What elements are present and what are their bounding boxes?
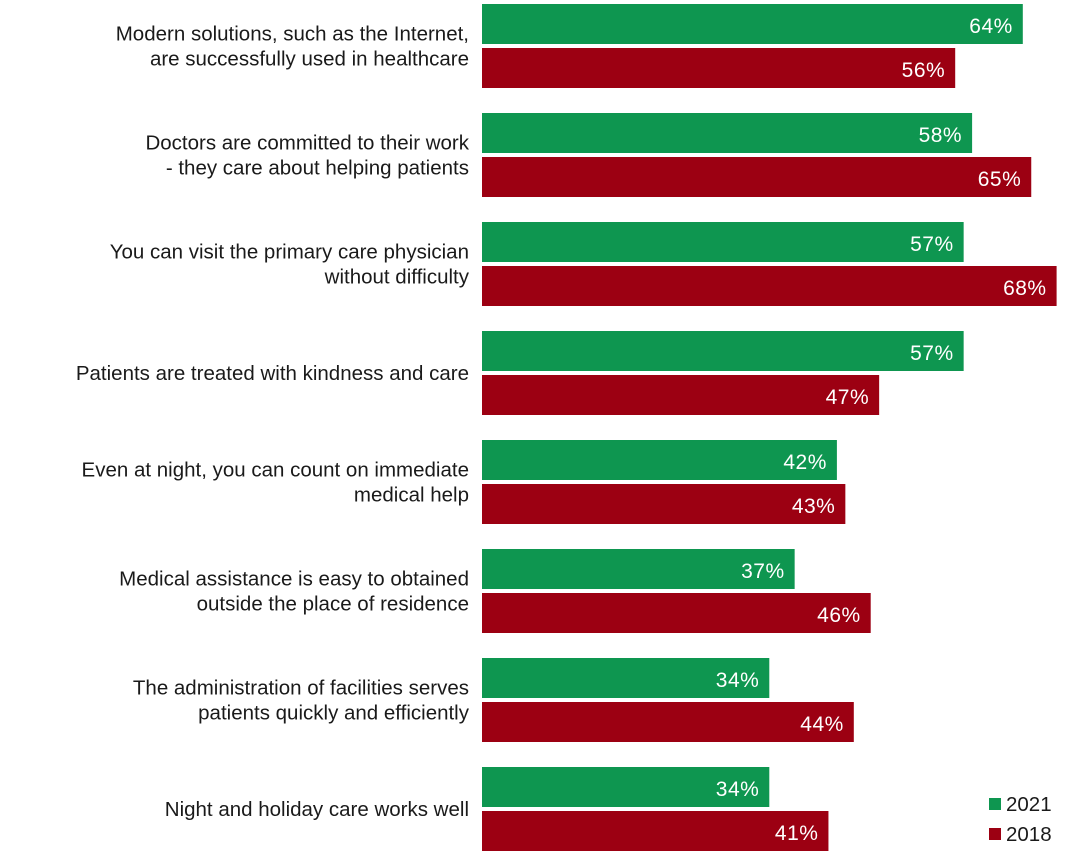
category-label: Patients are treated with kindness and c…	[76, 362, 469, 385]
value-label: 68%	[1003, 277, 1047, 300]
value-label: 58%	[919, 124, 963, 147]
category-label: Modern solutions, such as the Internet,	[116, 23, 469, 46]
value-label: 34%	[716, 778, 760, 801]
value-label: 64%	[969, 15, 1013, 38]
legend-swatch-2021	[989, 798, 1001, 810]
bars-group: Modern solutions, such as the Internet,a…	[76, 4, 1057, 851]
value-label: 42%	[783, 451, 827, 474]
bar-2021	[482, 658, 770, 698]
legend: 2021 2018	[989, 793, 1052, 846]
bar-2018	[482, 702, 854, 742]
value-label: 44%	[800, 713, 844, 736]
bar-2018	[482, 266, 1057, 306]
category-label: Medical assistance is easy to obtained	[119, 568, 469, 591]
bar-2018	[482, 48, 956, 88]
category-label: without difficulty	[324, 266, 470, 289]
category-label: outside the place of residence	[197, 593, 469, 616]
value-label: 56%	[902, 59, 946, 82]
value-label: 37%	[741, 560, 785, 583]
category-label: patients quickly and efficiently	[198, 702, 470, 725]
bar-2018	[482, 593, 871, 633]
value-label: 57%	[910, 342, 954, 365]
legend-swatch-2018	[989, 828, 1001, 840]
bar-2018	[482, 157, 1032, 197]
value-label: 47%	[826, 386, 870, 409]
value-label: 41%	[775, 822, 819, 845]
value-label: 65%	[978, 168, 1022, 191]
category-label: Doctors are committed to their work	[145, 132, 469, 155]
legend-label-2018: 2018	[1006, 823, 1052, 846]
value-label: 34%	[716, 669, 760, 692]
value-label: 57%	[910, 233, 954, 256]
category-label: medical help	[354, 484, 469, 507]
category-label: Night and holiday care works well	[165, 798, 469, 821]
bar-2018	[482, 375, 880, 415]
bar-2018	[482, 811, 829, 851]
bar-2021	[482, 767, 770, 807]
category-label: You can visit the primary care physician	[110, 241, 469, 264]
bar-2021	[482, 222, 964, 262]
bar-2021	[482, 4, 1023, 44]
bar-2018	[482, 484, 846, 524]
category-label: are successfully used in healthcare	[150, 48, 469, 71]
value-label: 43%	[792, 495, 836, 518]
category-label: Even at night, you can count on immediat…	[82, 459, 469, 482]
bar-2021	[482, 440, 837, 480]
value-label: 46%	[817, 604, 861, 627]
category-label: - they care about helping patients	[166, 157, 469, 180]
bar-2021	[482, 113, 973, 153]
bar-2021	[482, 331, 964, 371]
legend-label-2021: 2021	[1006, 793, 1052, 816]
bar-2021	[482, 549, 795, 589]
category-label: The administration of facilities serves	[133, 677, 469, 700]
